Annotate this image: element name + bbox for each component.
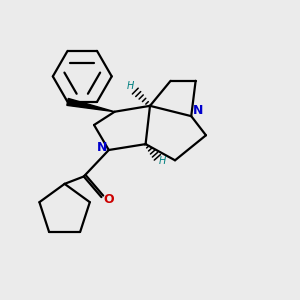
Text: O: O [103, 193, 114, 206]
Polygon shape [67, 98, 115, 112]
Text: H: H [127, 81, 134, 91]
Text: N: N [97, 141, 107, 154]
Text: H: H [159, 156, 166, 166]
Text: N: N [193, 104, 203, 117]
